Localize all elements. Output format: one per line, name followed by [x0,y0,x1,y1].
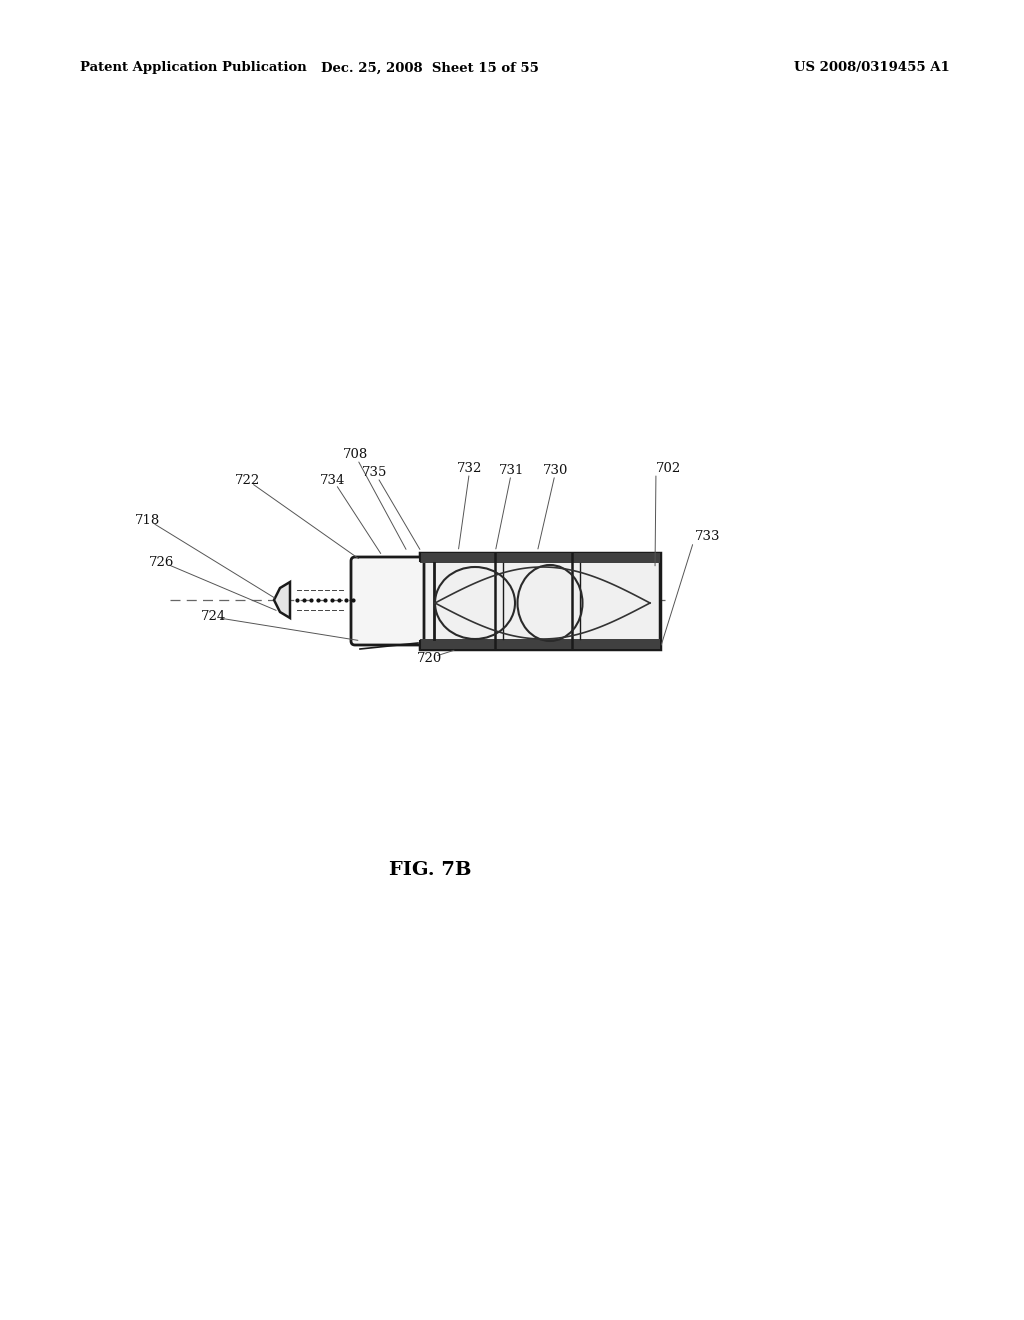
Text: 724: 724 [201,610,225,623]
Text: 708: 708 [342,449,368,462]
Text: 732: 732 [458,462,482,474]
Text: 722: 722 [234,474,260,487]
Text: Patent Application Publication: Patent Application Publication [80,62,307,74]
Text: Dec. 25, 2008  Sheet 15 of 55: Dec. 25, 2008 Sheet 15 of 55 [322,62,539,74]
Text: 702: 702 [656,462,681,474]
Text: 730: 730 [544,463,568,477]
Text: 720: 720 [418,652,442,664]
Polygon shape [274,582,290,618]
Bar [420,553,660,564]
Text: US 2008/0319455 A1: US 2008/0319455 A1 [795,62,950,74]
Text: 718: 718 [135,513,161,527]
Text: FIG. 7B: FIG. 7B [389,861,471,879]
Text: 731: 731 [500,463,524,477]
Text: 726: 726 [150,556,175,569]
Bar [420,553,660,649]
Text: 734: 734 [321,474,346,487]
Bar [420,639,660,649]
FancyBboxPatch shape [351,557,424,645]
Text: 733: 733 [695,531,721,544]
Text: 735: 735 [362,466,388,479]
